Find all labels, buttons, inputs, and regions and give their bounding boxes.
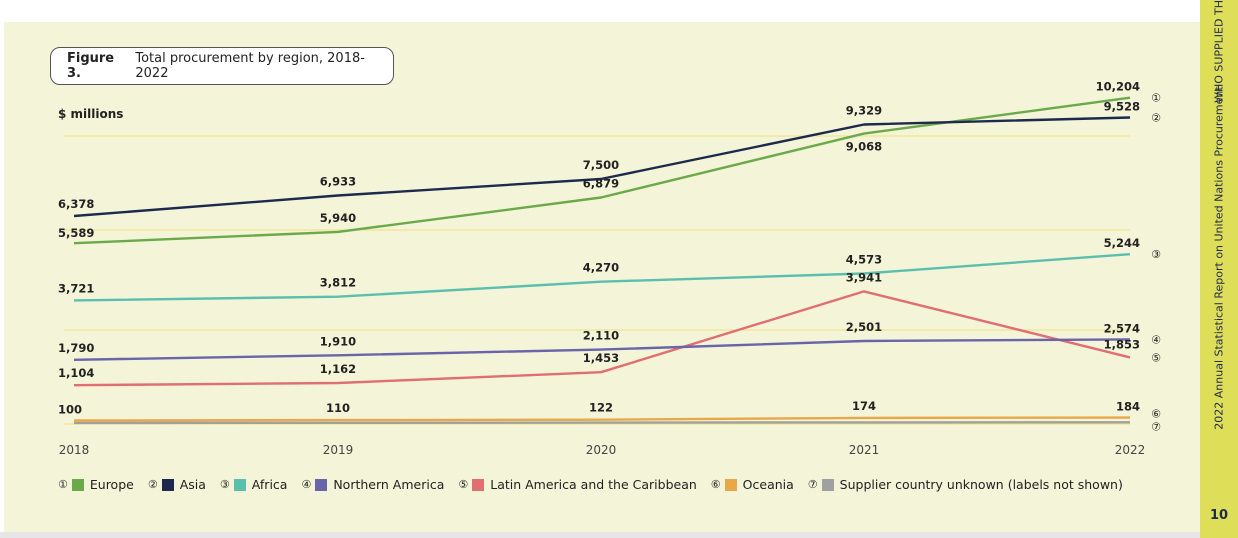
data-label: 1,453 bbox=[583, 351, 619, 365]
y-axis-unit: $ millions bbox=[58, 107, 124, 121]
legend-marker: ④ bbox=[301, 478, 312, 491]
data-label: 3,812 bbox=[320, 276, 356, 290]
legend-marker: ⑤ bbox=[458, 478, 469, 491]
data-label: 174 bbox=[852, 399, 876, 413]
data-label: 6,378 bbox=[58, 197, 94, 211]
page-number: 10 bbox=[1209, 508, 1229, 523]
legend-swatch bbox=[161, 478, 174, 491]
legend-label: Africa bbox=[251, 477, 288, 492]
side-band bbox=[1200, 0, 1238, 538]
data-label: 9,068 bbox=[846, 140, 882, 154]
series-end-marker: ⑦ bbox=[1151, 420, 1161, 433]
data-label: 1,162 bbox=[320, 362, 356, 376]
x-tick-label: 2018 bbox=[59, 443, 90, 457]
figure-panel bbox=[4, 22, 1200, 532]
series-end-marker: ③ bbox=[1151, 248, 1161, 261]
series-line-latin-america-and-the-caribbean bbox=[73, 290, 1131, 387]
line-chart: 2018 2019 2020 2021 2022 5,589 5,940 6,879 9,068… bbox=[58, 80, 1161, 457]
legend-item: ① Europe bbox=[58, 477, 134, 492]
data-label: 1,104 bbox=[58, 366, 94, 380]
x-tick-label: 2019 bbox=[323, 443, 354, 457]
data-label: 5,940 bbox=[320, 211, 356, 225]
legend-marker: ⑥ bbox=[710, 478, 721, 491]
legend-swatch bbox=[821, 478, 834, 491]
data-label: 5,244 bbox=[1104, 236, 1140, 250]
series-end-marker: ① bbox=[1151, 92, 1161, 105]
legend-swatch bbox=[472, 478, 485, 491]
data-label: 1,910 bbox=[320, 334, 356, 348]
series-line-oceania bbox=[73, 416, 1131, 422]
legend-label: Supplier country unknown (labels not sho… bbox=[839, 477, 1123, 492]
figure-caption: Figure 3. Total procurement by region, 2… bbox=[50, 47, 394, 85]
data-label: 184 bbox=[1116, 400, 1140, 414]
x-tick-label: 2021 bbox=[849, 443, 880, 457]
data-label: 4,573 bbox=[846, 253, 882, 267]
legend-swatch bbox=[315, 478, 328, 491]
legend-marker: ① bbox=[58, 478, 68, 491]
data-label: 6,879 bbox=[583, 176, 619, 190]
data-label: 5,589 bbox=[58, 226, 94, 240]
legend-label: Asia bbox=[179, 477, 206, 492]
legend-swatch bbox=[71, 478, 84, 491]
legend-label: Latin America and the Caribbean bbox=[490, 477, 697, 492]
series-line-northern-america bbox=[73, 338, 1131, 361]
data-label: 7,500 bbox=[583, 158, 619, 172]
series-end-marker: ④ bbox=[1151, 333, 1161, 346]
data-label: 9,329 bbox=[846, 103, 882, 117]
series-line-asia bbox=[73, 116, 1131, 218]
data-label: 1,853 bbox=[1104, 337, 1140, 351]
legend: ① Europe ② Asia ③ Africa ④ Northern America ⑤ Lat… bbox=[58, 477, 1137, 492]
x-tick-label: 2020 bbox=[586, 443, 617, 457]
data-label: 3,941 bbox=[846, 270, 882, 284]
series-end-marker: ⑥ bbox=[1151, 408, 1161, 421]
legend-item: ⑥ Oceania bbox=[711, 477, 794, 492]
figure-title: Total procurement by region, 2018-2022 bbox=[135, 51, 365, 81]
data-label: 4,270 bbox=[583, 261, 619, 275]
legend-item: ② Asia bbox=[148, 477, 206, 492]
legend-swatch bbox=[233, 478, 246, 491]
x-tick-label: 2022 bbox=[1115, 443, 1146, 457]
legend-marker: ③ bbox=[219, 478, 230, 491]
page-top-margin bbox=[0, 0, 1200, 22]
data-label: 2,574 bbox=[1104, 321, 1140, 335]
data-label: 10,204 bbox=[1096, 80, 1140, 94]
panel-shadow bbox=[0, 532, 1200, 538]
series-end-marker: ② bbox=[1151, 112, 1161, 125]
series-line-africa bbox=[73, 253, 1131, 302]
data-label: 100 bbox=[58, 403, 82, 417]
legend-marker: ⑦ bbox=[807, 478, 818, 491]
legend-label: Oceania bbox=[742, 477, 794, 492]
legend-label: Europe bbox=[89, 477, 134, 492]
data-label: 6,933 bbox=[320, 174, 356, 188]
legend-swatch bbox=[724, 478, 737, 491]
legend-item: ④ Northern America bbox=[301, 477, 444, 492]
series-line-supplier-country-unknown-labels-not-shown- bbox=[73, 421, 1131, 425]
figure-label: Figure 3. bbox=[67, 51, 115, 81]
legend-item: ③ Africa bbox=[220, 477, 288, 492]
data-label: 2,110 bbox=[583, 329, 619, 343]
legend-item: ⑤ Latin America and the Caribbean bbox=[458, 477, 696, 492]
data-label: 1,790 bbox=[58, 341, 94, 355]
side-report-title: 2022 Annual Statistical Report on United… bbox=[1212, 86, 1226, 430]
legend-label: Northern America bbox=[333, 477, 445, 492]
data-label: 9,528 bbox=[1104, 100, 1140, 114]
data-label: 122 bbox=[589, 401, 613, 415]
series-end-marker: ⑤ bbox=[1151, 351, 1161, 364]
data-label: 3,721 bbox=[58, 281, 94, 295]
data-label: 110 bbox=[326, 401, 350, 415]
legend-item: ⑦ Supplier country unknown (labels not sh… bbox=[808, 477, 1123, 492]
data-label: 2,501 bbox=[846, 320, 882, 334]
legend-marker: ② bbox=[147, 478, 158, 491]
